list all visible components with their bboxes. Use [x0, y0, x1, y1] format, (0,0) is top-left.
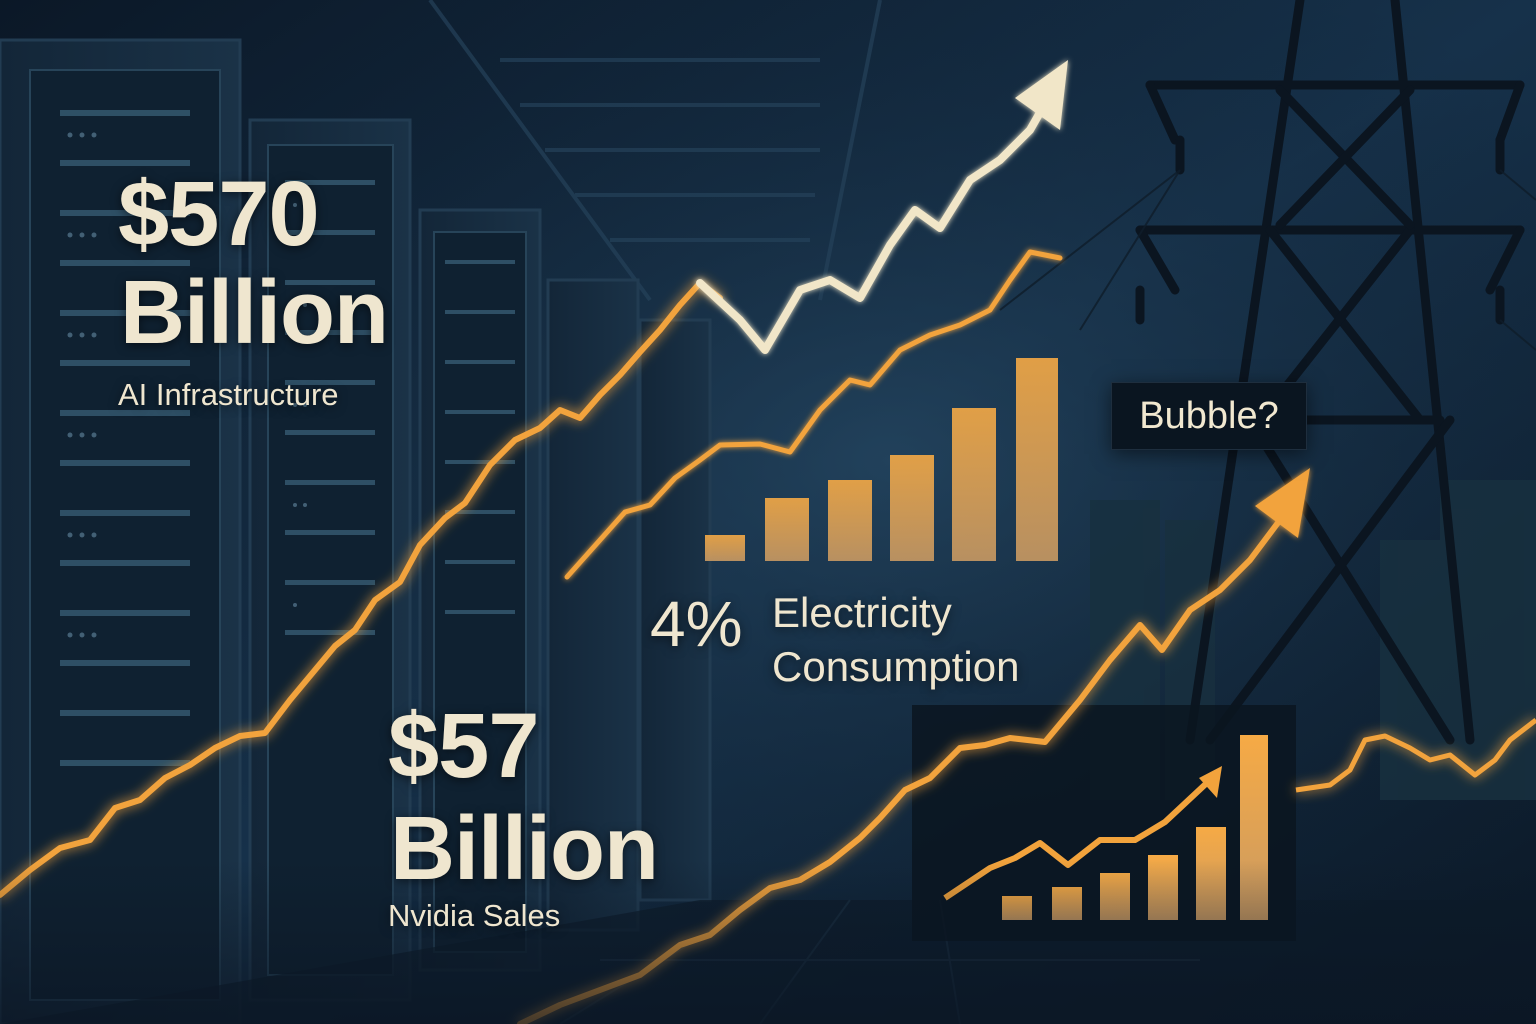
electricity-value: 4% — [650, 588, 743, 660]
trend-arrow-icon — [1015, 60, 1068, 130]
bottom-fade — [0, 860, 1536, 1024]
power-tower-icon — [1135, 0, 1525, 745]
ceiling — [428, 0, 882, 302]
ai-infrastructure-unit: Billion — [120, 263, 389, 363]
nvidia-sales-label: Nvidia Sales — [388, 898, 561, 933]
electricity-label-line1: Electricity — [772, 589, 952, 636]
ai-infrastructure-value: $570 — [118, 163, 320, 265]
electricity-demand-line — [1295, 718, 1536, 793]
electricity-bar-chart — [705, 358, 1058, 561]
electricity-trend-line — [564, 249, 1063, 580]
trend-arrow-icon — [1199, 766, 1222, 798]
trend-arrow-icon — [1255, 468, 1310, 538]
bubble-label-box: Bubble? — [1111, 382, 1307, 450]
ai-infrastructure-trend-line — [0, 280, 723, 898]
power-lines — [999, 169, 1536, 351]
electricity-label-line2: Consumption — [772, 643, 1020, 690]
nvidia-sales-unit: Billion — [390, 799, 659, 899]
bubble-label: Bubble? — [1139, 394, 1279, 437]
ai-infrastructure-label: AI Infrastructure — [118, 377, 339, 412]
nvidia-sales-value: $57 — [388, 695, 539, 797]
growth-trend-line — [696, 91, 1054, 354]
